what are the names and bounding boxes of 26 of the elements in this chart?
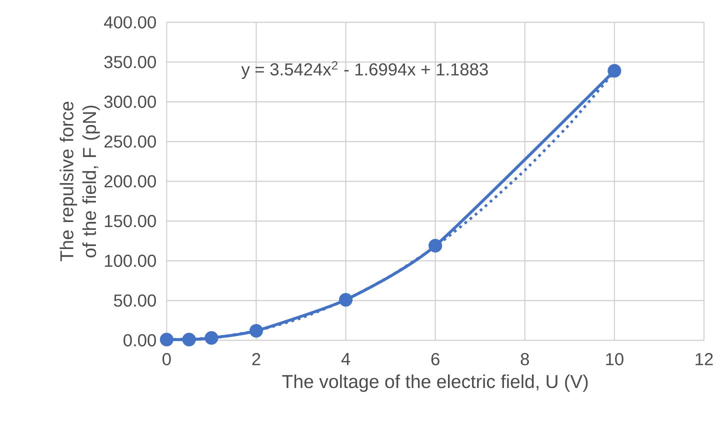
y-axis-title: The repulsive force of the field, F (pN)	[60, 102, 100, 262]
x-tick-label: 4	[341, 353, 350, 365]
y-tick-label: 150.00	[104, 214, 156, 228]
x-tick-label: 10	[606, 353, 624, 366]
y-tick-label: 50.00	[114, 294, 156, 307]
point	[428, 238, 442, 253]
y-tick-label: 250.00	[104, 135, 156, 148]
point	[338, 292, 353, 307]
point	[249, 324, 264, 338]
x-tick-label: 12	[696, 353, 713, 366]
y-tick-label: 100.00	[104, 254, 156, 267]
x-axis-title: The voltage of the electric field, U (V)	[282, 374, 588, 392]
y-tick-label: 350.00	[104, 56, 156, 68]
x-tick-label: 6	[431, 353, 440, 366]
point	[160, 332, 174, 346]
x-tick-label: 2	[252, 353, 260, 366]
annotation: y = 3.5424x$^{2}$ - 1.6994x + 1.1883	[241, 61, 488, 79]
x-tick-label: 8	[520, 353, 529, 366]
point	[608, 64, 622, 78]
y-tick-label: 400.00	[104, 16, 156, 28]
x-tick-label: 0	[162, 353, 171, 366]
y-tick-label: 200.00	[104, 175, 156, 188]
point	[204, 331, 218, 345]
y-tick-label: 300.00	[104, 96, 156, 108]
point	[182, 332, 196, 346]
y-tick-label: 0.00	[124, 334, 156, 346]
